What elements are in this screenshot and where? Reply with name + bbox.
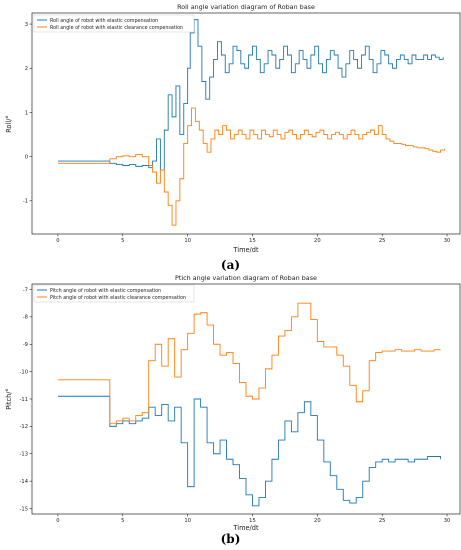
- axis-ticks: 0 5 10 15 20 25 30 -1 0 1 2 3: [23, 22, 451, 244]
- roll-chart: Roll angle variation diagram of Roban ba…: [5, 3, 461, 254]
- panel-label-b: (b): [220, 532, 241, 546]
- x-tick-label: 5: [121, 518, 124, 524]
- y-tick-label: 0: [25, 154, 28, 160]
- x-tick-label: 25: [379, 238, 386, 244]
- legend-label-elastic-clearance: Pitch angle of robot with elastic cleara…: [50, 295, 186, 301]
- y-tick-label: -11: [20, 397, 28, 403]
- legend-label-elastic: Roll angle of robot with elastic compens…: [50, 18, 158, 24]
- x-tick-label: 0: [56, 518, 59, 524]
- y-tick-label: -13: [20, 452, 28, 458]
- y-tick-label: 1: [25, 110, 28, 116]
- y-axis-label: Roll/°: [5, 115, 13, 133]
- y-tick-label: -12: [20, 424, 28, 430]
- legend: Pitch angle of robot with elastic compen…: [33, 284, 195, 303]
- pitch-chart: Ptich angle variation diagram of Roban b…: [5, 274, 461, 532]
- y-axis-label: Pitch/°: [5, 388, 13, 410]
- chart-title: Ptich angle variation diagram of Roban b…: [175, 274, 317, 282]
- panel-label-a: (a): [220, 258, 241, 272]
- series-line-elastic: [57, 395, 441, 507]
- x-axis-label: Time/dt: [232, 524, 259, 532]
- y-tick-label: -1: [23, 199, 28, 205]
- x-tick-label: 25: [379, 518, 386, 524]
- y-tick-label: -9: [23, 342, 28, 348]
- y-tick-label: -10: [20, 369, 28, 375]
- series-line-elastic-clearance: [57, 302, 441, 425]
- x-tick-label: 5: [121, 238, 124, 244]
- legend-box: [33, 284, 195, 303]
- x-tick-label: 30: [444, 238, 451, 244]
- y-tick-label: -8: [23, 315, 28, 321]
- legend: Roll angle of robot with elastic compens…: [33, 14, 195, 33]
- y-tick-label: -14: [20, 479, 29, 485]
- series-line-elastic-clearance: [57, 107, 445, 226]
- plot-frame: [31, 12, 461, 235]
- legend-box: [33, 14, 195, 33]
- x-tick-label: 10: [184, 238, 191, 244]
- y-tick-label: -15: [20, 506, 28, 512]
- y-tick-label: -7: [23, 287, 28, 293]
- x-tick-label: 10: [184, 518, 191, 524]
- axis-ticks: 0 5 10 15 20 25 30 -15 -14 -13 -12 -11 -10 -9 -8 -7: [20, 287, 451, 524]
- x-axis-label: Time/dt: [232, 246, 259, 254]
- y-tick-label: 2: [25, 66, 28, 72]
- legend-label-elastic: Pitch angle of robot with elastic compen…: [50, 288, 161, 294]
- x-tick-label: 20: [314, 238, 321, 244]
- y-tick-label: 3: [25, 22, 28, 28]
- plot-area: [57, 302, 441, 507]
- x-tick-label: 20: [314, 518, 321, 524]
- x-tick-label: 30: [444, 518, 451, 524]
- series-line-elastic: [57, 19, 444, 171]
- plot-area: [57, 19, 445, 226]
- x-tick-label: 0: [56, 238, 59, 244]
- chart-title: Roll angle variation diagram of Roban ba…: [177, 3, 315, 11]
- legend-label-elastic-clearance: Roll angle of robot with elastic clearan…: [50, 25, 183, 31]
- x-tick-label: 15: [249, 518, 256, 524]
- x-tick-label: 15: [249, 238, 256, 244]
